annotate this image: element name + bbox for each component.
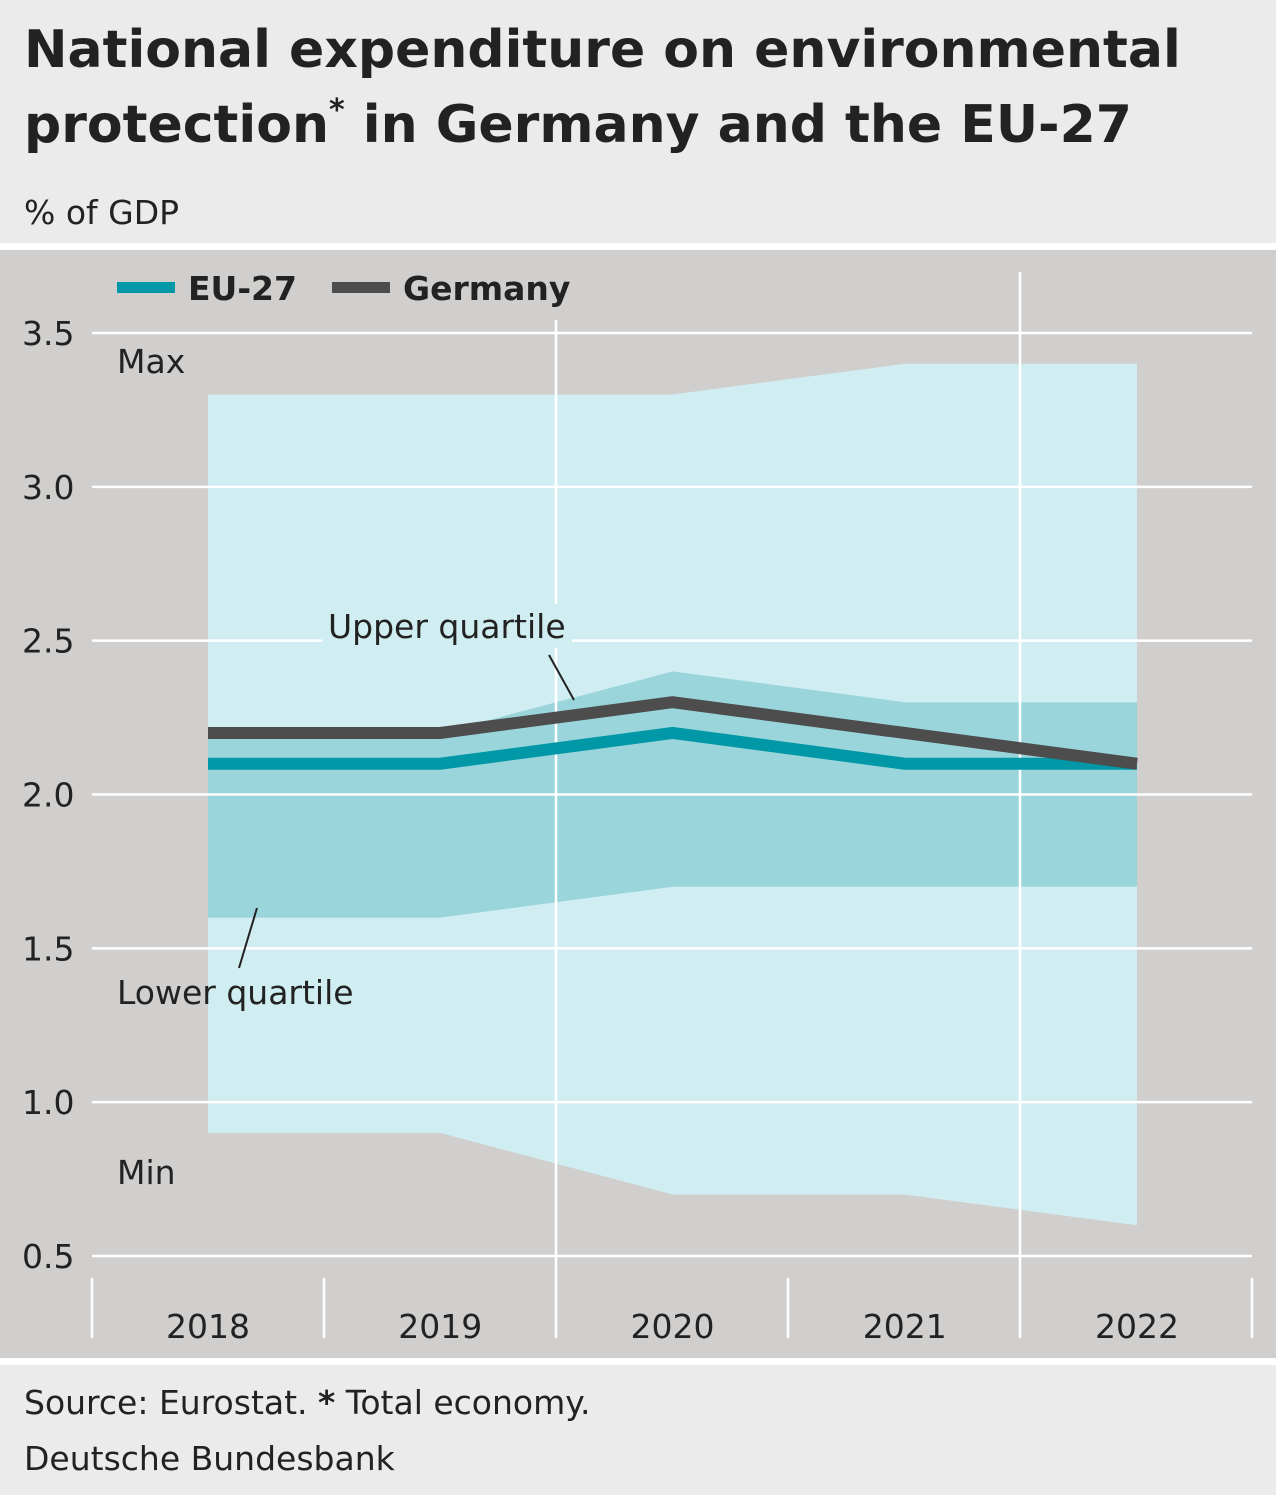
series-line-germany [208,696,1138,770]
legend: EU-27 Germany [117,269,570,308]
grid [92,272,1252,1338]
upper-label-bg [322,604,572,648]
lower-quartile-pointer [238,907,258,969]
title-line2: protection* in Germany and the EU-27 [24,93,1132,155]
source-note: Source: Eurostat. * Total economy. [24,1383,591,1422]
x-tick-label: 2018 [166,1307,250,1346]
legend-label-eu27: EU-27 [188,269,297,308]
annotation-lower-quartile: Lower quartile [117,973,354,1012]
legend-swatch-eu27 [117,282,175,293]
y-tick-label: 2.5 [22,622,74,661]
y-tick-label: 1.0 [22,1083,74,1122]
y-tick-label: 2.0 [22,776,74,815]
x-tick-label: 2021 [863,1307,947,1346]
header-bg [0,0,1276,243]
y-tick-label: 1.5 [22,929,74,968]
annotation-upper-quartile: Upper quartile [328,607,566,646]
annotation-min: Min [117,1153,176,1192]
y-tick-label: 3.5 [22,314,74,353]
legend-swatch-germany [332,282,390,293]
x-tick-label: 2022 [1095,1307,1179,1346]
series-lines [208,696,1138,770]
y-tick-label: 3.0 [22,468,74,507]
upper-quartile-pointer [548,654,575,701]
footer-bg [0,1365,1276,1495]
subtitle: % of GDP [24,193,179,232]
publisher: Deutsche Bundesbank [24,1439,396,1478]
axes: 0.5 1.0 1.5 2.0 2.5 3.0 3.5 2018 2019 2020 2021 202… [22,314,1254,1346]
legend-label-germany: Germany [403,269,570,308]
x-tick-label: 2020 [631,1307,715,1346]
series-line-eu-27 [208,726,1137,770]
title-line1: National expenditure on environmental [24,20,1181,80]
x-tick-label: 2019 [398,1307,482,1346]
annotation-max: Max [117,342,185,381]
y-tick-label: 0.5 [22,1237,74,1276]
